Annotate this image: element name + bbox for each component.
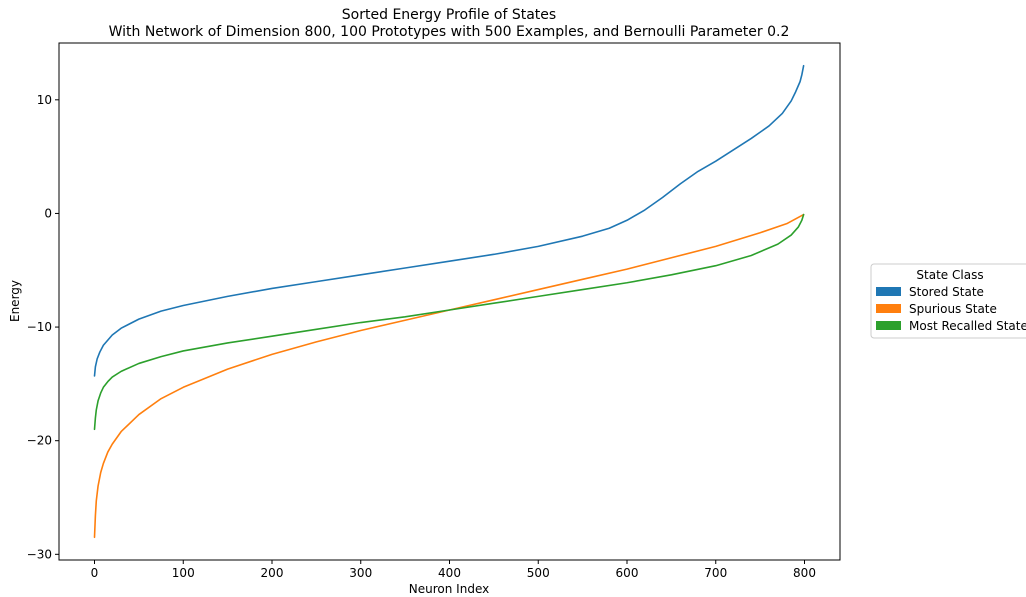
- x-tick-label: 400: [438, 566, 461, 580]
- x-tick-label: 300: [349, 566, 372, 580]
- legend-label-stored-state: Stored State: [909, 285, 984, 299]
- legend-swatch-spurious-state: [876, 304, 901, 313]
- y-tick-label: −30: [27, 547, 52, 561]
- legend-label-spurious-state: Spurious State: [909, 302, 997, 316]
- y-axis-label: Energy: [8, 280, 22, 322]
- x-tick-label: 700: [704, 566, 727, 580]
- series-layer: [93, 64, 805, 539]
- y-tick-label: 0: [44, 206, 52, 220]
- chart-subtitle: With Network of Dimension 800, 100 Proto…: [109, 24, 790, 40]
- legend-swatch-stored-state: [876, 287, 901, 296]
- x-tick-label: 500: [527, 566, 550, 580]
- legend-items: Stored State Spurious State Most Recalled …: [876, 285, 1026, 333]
- series-line-spurious-state: [93, 213, 805, 539]
- plot-area-frame: [58, 42, 841, 561]
- series-line-stored-state: [93, 64, 805, 377]
- x-tick-label: 800: [793, 566, 816, 580]
- y-tick-label: 10: [37, 93, 52, 107]
- x-axis-label: Neuron Index: [409, 582, 489, 596]
- x-tick-label: 0: [91, 566, 99, 580]
- legend-title: State Class: [916, 268, 983, 282]
- y-tick-label: −20: [27, 434, 52, 448]
- legend-swatch-most-recalled-state: [876, 321, 901, 330]
- x-tick-label: 600: [616, 566, 639, 580]
- legend: State Class Stored State Spurious State Mo…: [870, 263, 1026, 339]
- legend-label-most-recalled-state: Most Recalled State: [909, 319, 1026, 333]
- x-tick-label: 100: [172, 566, 195, 580]
- legend-frame: [870, 263, 1026, 339]
- y-tick-label: −10: [27, 320, 52, 334]
- series-line-most-recalled-state: [93, 213, 805, 431]
- chart-title: Sorted Energy Profile of States: [342, 7, 556, 23]
- x-tick-label: 200: [261, 566, 284, 580]
